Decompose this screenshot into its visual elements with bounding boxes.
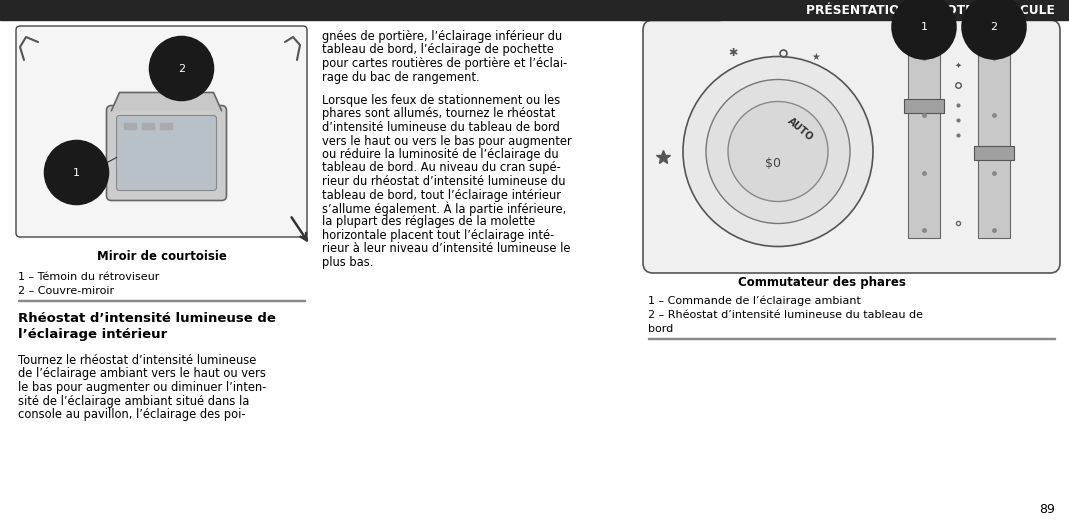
Text: plus bas.: plus bas. — [322, 256, 373, 269]
Text: horizontale placent tout l’éclairage inté-: horizontale placent tout l’éclairage int… — [322, 229, 554, 242]
Text: 2 – Rhéostat d’intensité lumineuse du tableau de: 2 – Rhéostat d’intensité lumineuse du ta… — [648, 310, 923, 320]
Text: ★: ★ — [811, 52, 820, 62]
Text: $0: $0 — [765, 157, 781, 170]
Text: rieur du rhéostat d’intensité lumineuse du: rieur du rhéostat d’intensité lumineuse … — [322, 175, 566, 188]
Circle shape — [683, 56, 873, 247]
Bar — [141, 123, 154, 128]
Circle shape — [728, 102, 828, 201]
Bar — [640, 0, 721, 20]
Text: la plupart des réglages de la molette: la plupart des réglages de la molette — [322, 216, 536, 228]
Bar — [648, 338, 1055, 339]
Text: d’intensité lumineuse du tableau de bord: d’intensité lumineuse du tableau de bord — [322, 121, 560, 134]
Text: ou réduire la luminosité de l’éclairage du: ou réduire la luminosité de l’éclairage … — [322, 148, 559, 161]
FancyBboxPatch shape — [642, 20, 1060, 273]
Text: PRÉSENTATION DE VOTRE VÉHICULE: PRÉSENTATION DE VOTRE VÉHICULE — [806, 4, 1055, 16]
Text: AUTO: AUTO — [786, 116, 815, 143]
Bar — [18, 300, 305, 301]
Text: de l’éclairage ambiant vers le haut ou vers: de l’éclairage ambiant vers le haut ou v… — [18, 368, 266, 380]
Text: tableau de bord. Au niveau du cran supé-: tableau de bord. Au niveau du cran supé- — [322, 161, 561, 175]
Text: Lorsque les feux de stationnement ou les: Lorsque les feux de stationnement ou les — [322, 94, 560, 107]
Text: console au pavillon, l’éclairage des poi-: console au pavillon, l’éclairage des poi… — [18, 408, 246, 421]
Text: 89: 89 — [1039, 503, 1055, 516]
Text: rieur à leur niveau d’intensité lumineuse le: rieur à leur niveau d’intensité lumineus… — [322, 242, 571, 256]
Text: ✱: ✱ — [728, 48, 738, 58]
Text: Tournez le rhéostat d’intensité lumineuse: Tournez le rhéostat d’intensité lumineus… — [18, 354, 257, 367]
Text: Rhéostat d’intensité lumineuse de: Rhéostat d’intensité lumineuse de — [18, 312, 276, 325]
Text: tableau de bord, l’éclairage de pochette: tableau de bord, l’éclairage de pochette — [322, 44, 554, 56]
Bar — [974, 146, 1014, 160]
Bar — [908, 50, 940, 238]
Bar — [904, 99, 944, 114]
Text: 1: 1 — [920, 22, 928, 32]
Bar — [124, 123, 136, 128]
FancyBboxPatch shape — [16, 26, 307, 237]
Text: Miroir de courtoisie: Miroir de courtoisie — [96, 250, 227, 263]
Text: bord: bord — [648, 324, 673, 334]
Text: ✦: ✦ — [955, 60, 961, 69]
FancyBboxPatch shape — [107, 106, 227, 200]
Bar — [0, 0, 1069, 20]
Text: 1: 1 — [73, 167, 80, 177]
Text: 1 – Témoin du rétroviseur: 1 – Témoin du rétroviseur — [18, 272, 159, 282]
Text: l’éclairage intérieur: l’éclairage intérieur — [18, 328, 167, 341]
Text: tableau de bord, tout l’éclairage intérieur: tableau de bord, tout l’éclairage intéri… — [322, 188, 561, 201]
Text: gnées de portière, l’éclairage inférieur du: gnées de portière, l’éclairage inférieur… — [322, 30, 562, 43]
Text: Commutateur des phares: Commutateur des phares — [738, 276, 905, 289]
Text: le bas pour augmenter ou diminuer l’inten-: le bas pour augmenter ou diminuer l’inte… — [18, 381, 266, 394]
Text: 2: 2 — [991, 22, 997, 32]
Text: phares sont allumés, tournez le rhéostat: phares sont allumés, tournez le rhéostat — [322, 107, 556, 120]
Bar — [978, 50, 1010, 238]
Text: sité de l’éclairage ambiant situé dans la: sité de l’éclairage ambiant situé dans l… — [18, 394, 249, 408]
FancyBboxPatch shape — [117, 116, 217, 190]
Text: 1 – Commande de l’éclairage ambiant: 1 – Commande de l’éclairage ambiant — [648, 296, 861, 307]
Text: rage du bac de rangement.: rage du bac de rangement. — [322, 70, 480, 84]
Text: vers le haut ou vers le bas pour augmenter: vers le haut ou vers le bas pour augment… — [322, 135, 572, 147]
Bar — [159, 123, 171, 128]
Text: s’allume également. À la partie inférieure,: s’allume également. À la partie inférieu… — [322, 202, 567, 217]
Circle shape — [706, 79, 850, 224]
Polygon shape — [111, 93, 221, 110]
Text: pour cartes routières de portière et l’éclai-: pour cartes routières de portière et l’é… — [322, 57, 568, 70]
Text: 2 – Couvre-miroir: 2 – Couvre-miroir — [18, 286, 114, 296]
Text: 2: 2 — [177, 64, 185, 74]
